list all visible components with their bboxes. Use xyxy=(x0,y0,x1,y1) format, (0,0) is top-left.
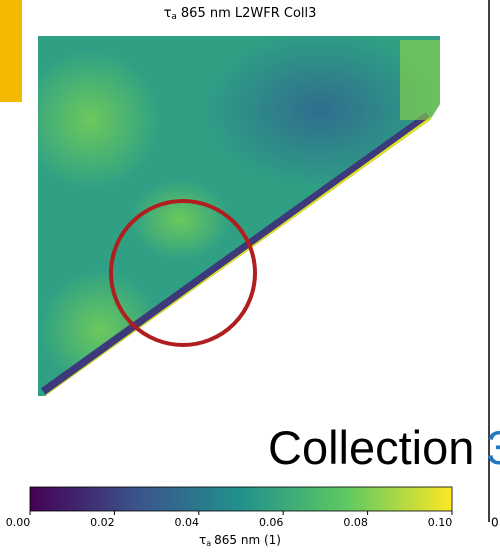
clipped-label: 0 xyxy=(491,516,499,530)
overlay-text: Collection 3 xyxy=(268,421,500,474)
map-image xyxy=(38,36,440,396)
map-title: τa 865 nm L2WFR Coll3 xyxy=(164,6,317,22)
colorbar-label: τa 865 nm (1) xyxy=(199,533,281,548)
tick-label: 0.00 xyxy=(6,516,31,529)
tick-label: 0.06 xyxy=(259,516,284,529)
tick-label: 0.08 xyxy=(343,516,368,529)
tick-label: 0.10 xyxy=(428,516,453,529)
colorbar: 0.00 0.02 0.04 0.06 0.08 0.10 xyxy=(6,486,453,529)
highlight-circle xyxy=(109,199,257,347)
yellow-tab xyxy=(0,0,22,102)
tick-label: 0.04 xyxy=(175,516,200,529)
colorbar-fill xyxy=(29,486,453,512)
tick-label: 0.02 xyxy=(90,516,115,529)
